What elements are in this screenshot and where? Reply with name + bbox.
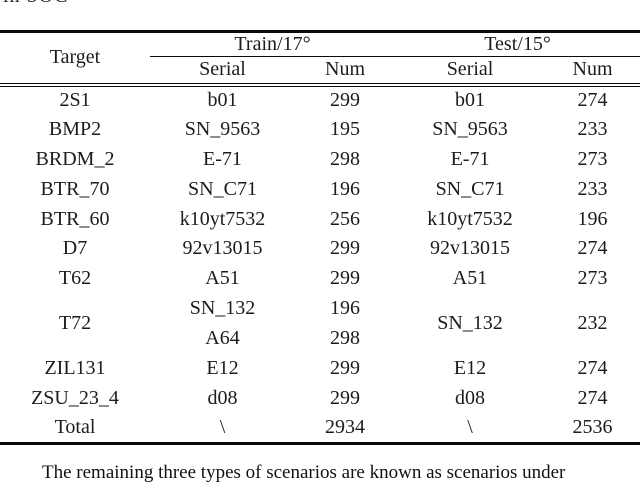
test-serial-cell: E12 bbox=[453, 356, 487, 379]
table-row-btr70: BTR_70 SN_C71 196 SN_C71 233 bbox=[0, 174, 640, 204]
table-row-total: Total \ 2934 \ 2536 bbox=[0, 413, 640, 443]
test-serial-cell: \ bbox=[467, 415, 473, 438]
test-group-header: Test/15° bbox=[395, 31, 640, 57]
test-serial-cell: b01 bbox=[455, 88, 486, 111]
table-row-2s1: 2S1 b01 299 b01 274 bbox=[0, 85, 640, 115]
test-serial-cell: E-71 bbox=[450, 147, 490, 170]
train-num-cell: 2934 bbox=[325, 415, 365, 438]
target-cell: ZIL131 bbox=[44, 356, 106, 379]
test-num-cell: 2536 bbox=[572, 415, 613, 438]
table-row-t72-line2: A64 298 bbox=[0, 324, 640, 354]
test-num-cell: 274 bbox=[577, 386, 608, 409]
train-serial-cell: b01 bbox=[207, 88, 238, 111]
train-serial-cell: A51 bbox=[205, 267, 240, 290]
target-cell: BRDM_2 bbox=[35, 147, 115, 170]
train-serial-cell: \ bbox=[219, 415, 226, 438]
table-row-bmp2: BMP2 SN_9563 195 SN_9563 233 bbox=[0, 114, 640, 144]
train-num-cell: 299 bbox=[330, 267, 360, 290]
table-row-brdm2: BRDM_2 E-71 298 E-71 273 bbox=[0, 144, 640, 174]
target-cell: BTR_70 bbox=[40, 177, 110, 200]
train-num-header: Num bbox=[295, 56, 396, 87]
test-serial-cell: A51 bbox=[452, 267, 488, 290]
train-num-cell: 196 bbox=[330, 177, 360, 200]
train-serial-cell: SN_C71 bbox=[188, 177, 257, 200]
train-serial-cell: SN_132 bbox=[189, 297, 256, 320]
target-cell: 2S1 bbox=[59, 88, 91, 111]
group-header-row: Target Train/17° Test/15° bbox=[0, 31, 640, 87]
test-num-cell: 196 bbox=[577, 207, 608, 230]
test-num-cell: 274 bbox=[577, 237, 608, 260]
target-column-header: Target bbox=[0, 31, 150, 87]
table-row-zsu234: ZSU_23_4 d08 299 d08 274 bbox=[0, 383, 640, 413]
table-row-t72-line1: T72 SN_132 196 SN_132 232 bbox=[0, 294, 640, 334]
test-num-cell: 233 bbox=[577, 177, 608, 200]
train-serial-cell: E12 bbox=[206, 356, 239, 379]
train-serial-cell: SN_9563 bbox=[184, 117, 261, 140]
test-num-cell: 273 bbox=[577, 147, 608, 170]
train-group-header: Train/17° bbox=[150, 31, 396, 57]
table-row-btr60: BTR_60 k10yt7532 256 k10yt7532 196 bbox=[0, 204, 640, 234]
test-serial-cell: k10yt7532 bbox=[427, 207, 513, 230]
train-num-cell: 298 bbox=[330, 147, 360, 170]
train-serial-cell: k10yt7532 bbox=[179, 207, 266, 230]
table-row-t62: T62 A51 299 A51 273 bbox=[0, 264, 640, 294]
sub-header-row: Serial Num Serial Num bbox=[0, 56, 640, 87]
test-serial-cell: d08 bbox=[455, 386, 486, 409]
train-num-cell: 195 bbox=[330, 117, 360, 140]
train-serial-header: Serial bbox=[150, 56, 295, 87]
train-num-cell: 299 bbox=[330, 356, 360, 379]
target-cell: BMP2 bbox=[48, 117, 102, 140]
target-cell: BTR_60 bbox=[40, 207, 110, 230]
test-num-cell: 233 bbox=[577, 117, 608, 140]
train-serial-cell: A64 bbox=[205, 327, 240, 350]
target-cell: T62 bbox=[58, 267, 92, 290]
train-serial-cell: E-71 bbox=[203, 147, 242, 170]
test-num-cell: 274 bbox=[577, 356, 608, 379]
train-num-cell: 298 bbox=[330, 327, 360, 350]
target-cell: ZSU_23_4 bbox=[31, 386, 119, 409]
table-row-zil131: ZIL131 E12 299 E12 274 bbox=[0, 354, 640, 384]
test-serial-cell: 92v13015 bbox=[430, 237, 511, 260]
test-num-cell: 232 bbox=[577, 312, 608, 335]
test-serial-cell: SN_132 bbox=[437, 312, 503, 335]
test-serial-cell: SN_9563 bbox=[432, 117, 508, 140]
train-num-cell: 299 bbox=[330, 237, 360, 260]
clipped-top-text: in SOC bbox=[3, 0, 68, 6]
table-row-d7: D7 92v13015 299 92v13015 274 bbox=[0, 234, 640, 264]
caption-text: The remaining three types of scenarios a… bbox=[42, 462, 566, 483]
train-serial-cell: 92v13015 bbox=[182, 237, 263, 260]
test-num-header: Num bbox=[545, 56, 640, 87]
test-num-cell: 274 bbox=[577, 88, 608, 111]
dataset-table: Target Train/17° Test/15° Serial Num Ser… bbox=[0, 30, 640, 445]
train-num-cell: 299 bbox=[330, 386, 360, 409]
train-num-cell: 299 bbox=[330, 88, 360, 111]
target-cell: D7 bbox=[62, 237, 88, 260]
train-num-cell: 196 bbox=[330, 297, 360, 320]
test-serial-cell: SN_C71 bbox=[435, 177, 505, 200]
test-num-cell: 273 bbox=[577, 267, 608, 290]
train-serial-cell: d08 bbox=[207, 386, 238, 409]
target-cell: Total bbox=[54, 415, 96, 438]
test-serial-header: Serial bbox=[395, 56, 546, 87]
target-cell: T72 bbox=[58, 312, 92, 335]
train-num-cell: 256 bbox=[330, 207, 360, 230]
